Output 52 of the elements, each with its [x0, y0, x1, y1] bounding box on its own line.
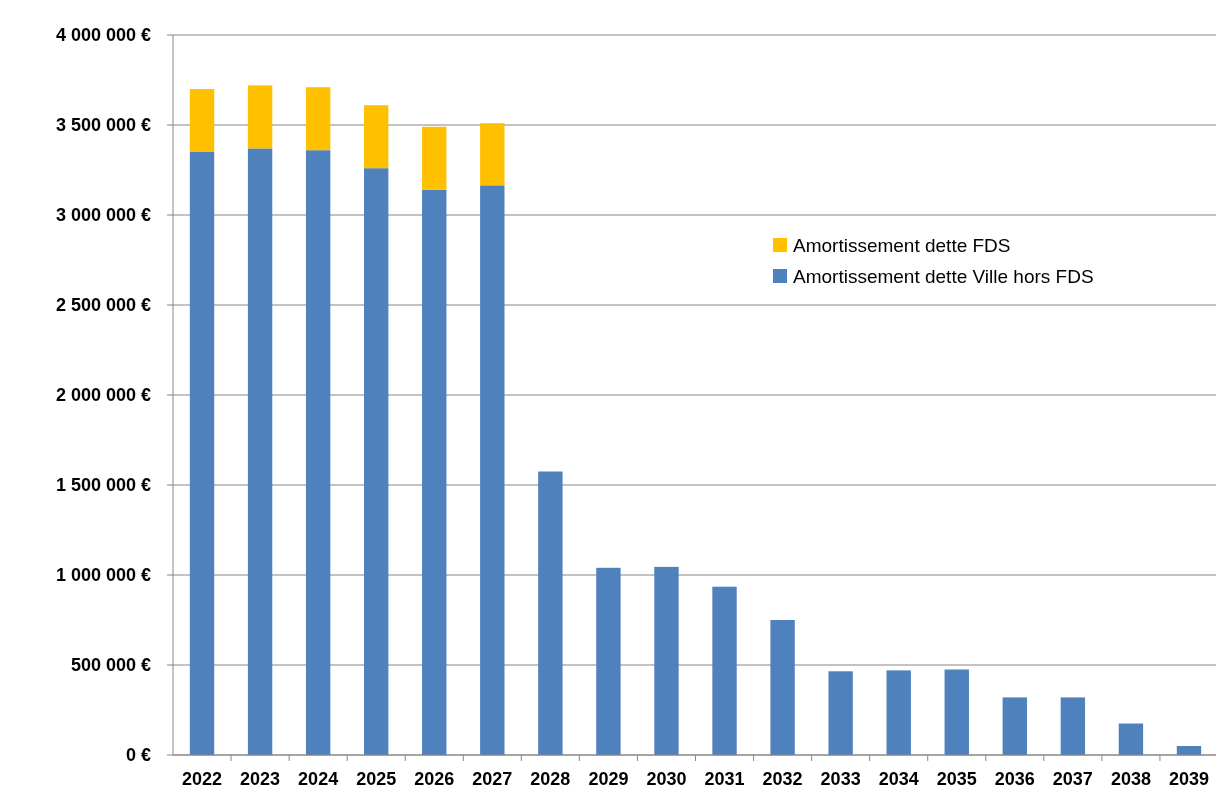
bar — [305, 150, 331, 755]
bar — [538, 471, 563, 755]
bar — [944, 669, 969, 755]
bar — [364, 105, 389, 169]
x-tick-label: 2025 — [356, 769, 397, 789]
bar — [247, 85, 273, 149]
y-tick-label: 500 000 € — [70, 655, 151, 676]
bar — [305, 87, 331, 151]
bar — [712, 586, 737, 755]
y-tick-label: 3 500 000 € — [55, 115, 151, 136]
x-tick-label: 2030 — [646, 769, 687, 789]
y-tick-label: 0 € — [125, 745, 151, 766]
bar — [364, 168, 389, 755]
y-tick-label: 2 500 000 € — [55, 295, 151, 316]
y-tick-label: 4 000 000 € — [55, 25, 151, 46]
x-tick-label: 2033 — [820, 769, 861, 789]
x-tick-label: 2024 — [298, 769, 339, 789]
x-tick-label: 2022 — [182, 769, 223, 789]
legend-label: Amortissement dette Ville hors FDS — [793, 265, 1094, 287]
bar — [1060, 697, 1086, 755]
x-tick-label: 2031 — [704, 769, 745, 789]
bar — [1118, 723, 1144, 755]
x-tick-label: 2035 — [936, 769, 977, 789]
y-tick-label: 3 000 000 € — [55, 205, 151, 226]
bar — [422, 126, 447, 190]
bar — [480, 123, 505, 186]
bar — [886, 670, 911, 755]
legend-label: Amortissement dette FDS — [793, 234, 1011, 256]
x-tick-label: 2039 — [1168, 769, 1209, 789]
y-tick-label: 1 500 000 € — [55, 475, 151, 496]
bar — [1002, 697, 1027, 755]
x-tick-label: 2034 — [878, 769, 919, 789]
x-tick-label: 2026 — [414, 769, 455, 789]
bar — [189, 89, 215, 152]
bar — [654, 566, 679, 755]
bar — [770, 620, 795, 755]
bar — [422, 189, 447, 755]
x-tick-label: 2038 — [1110, 769, 1151, 789]
bar — [828, 671, 853, 755]
x-tick-label: 2036 — [994, 769, 1035, 789]
bar — [596, 567, 621, 755]
bar — [480, 185, 505, 755]
x-tick-label: 2027 — [472, 769, 513, 789]
y-tick-label: 1 000 000 € — [55, 565, 151, 586]
x-tick-label: 2023 — [240, 769, 281, 789]
x-tick-label: 2032 — [762, 769, 803, 789]
bar — [247, 148, 273, 755]
y-tick-label: 2 000 000 € — [55, 385, 151, 406]
x-tick-label: 2029 — [588, 769, 629, 789]
bar — [189, 152, 215, 755]
x-tick-label: 2028 — [530, 769, 571, 789]
x-tick-label: 2037 — [1052, 769, 1093, 789]
